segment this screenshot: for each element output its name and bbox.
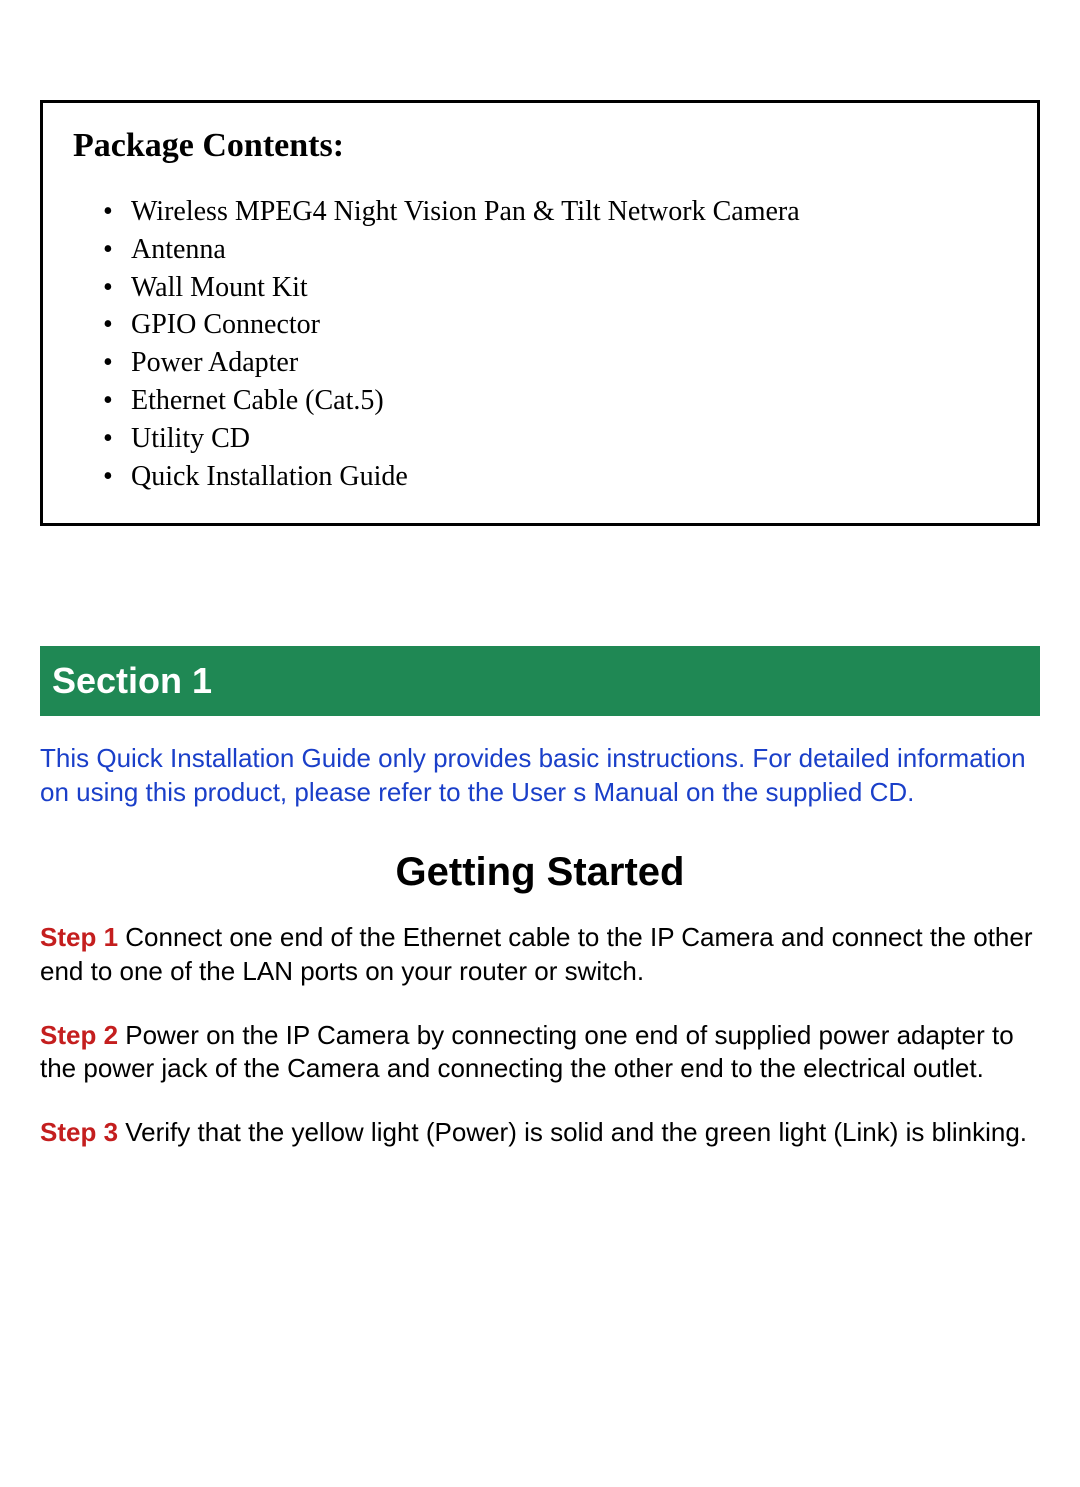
step-label: Step 2 (40, 1020, 118, 1050)
step-text: Verify that the yellow light (Power) is … (118, 1117, 1027, 1147)
package-contents-list: Wireless MPEG4 Night Vision Pan & Tilt N… (73, 193, 1007, 495)
list-item: Wireless MPEG4 Night Vision Pan & Tilt N… (131, 193, 1007, 231)
step-label: Step 1 (40, 922, 118, 952)
step-text: Power on the IP Camera by connecting one… (40, 1020, 1014, 1084)
list-item: Antenna (131, 231, 1007, 269)
getting-started-title: Getting Started (40, 850, 1040, 895)
list-item: Ethernet Cable (Cat.5) (131, 382, 1007, 420)
step-paragraph: Step 2 Power on the IP Camera by connect… (40, 1019, 1040, 1087)
list-item: Power Adapter (131, 344, 1007, 382)
section-header-bar: Section 1 (40, 646, 1040, 716)
step-paragraph: Step 1 Connect one end of the Ethernet c… (40, 921, 1040, 989)
step-label: Step 3 (40, 1117, 118, 1147)
package-contents-box: Package Contents: Wireless MPEG4 Night V… (40, 100, 1040, 526)
package-contents-title: Package Contents: (73, 127, 1007, 165)
list-item: Utility CD (131, 420, 1007, 458)
step-text: Connect one end of the Ethernet cable to… (40, 922, 1033, 986)
installation-note: This Quick Installation Guide only provi… (40, 742, 1040, 810)
list-item: Quick Installation Guide (131, 458, 1007, 496)
list-item: Wall Mount Kit (131, 269, 1007, 307)
list-item: GPIO Connector (131, 306, 1007, 344)
step-paragraph: Step 3 Verify that the yellow light (Pow… (40, 1116, 1040, 1150)
